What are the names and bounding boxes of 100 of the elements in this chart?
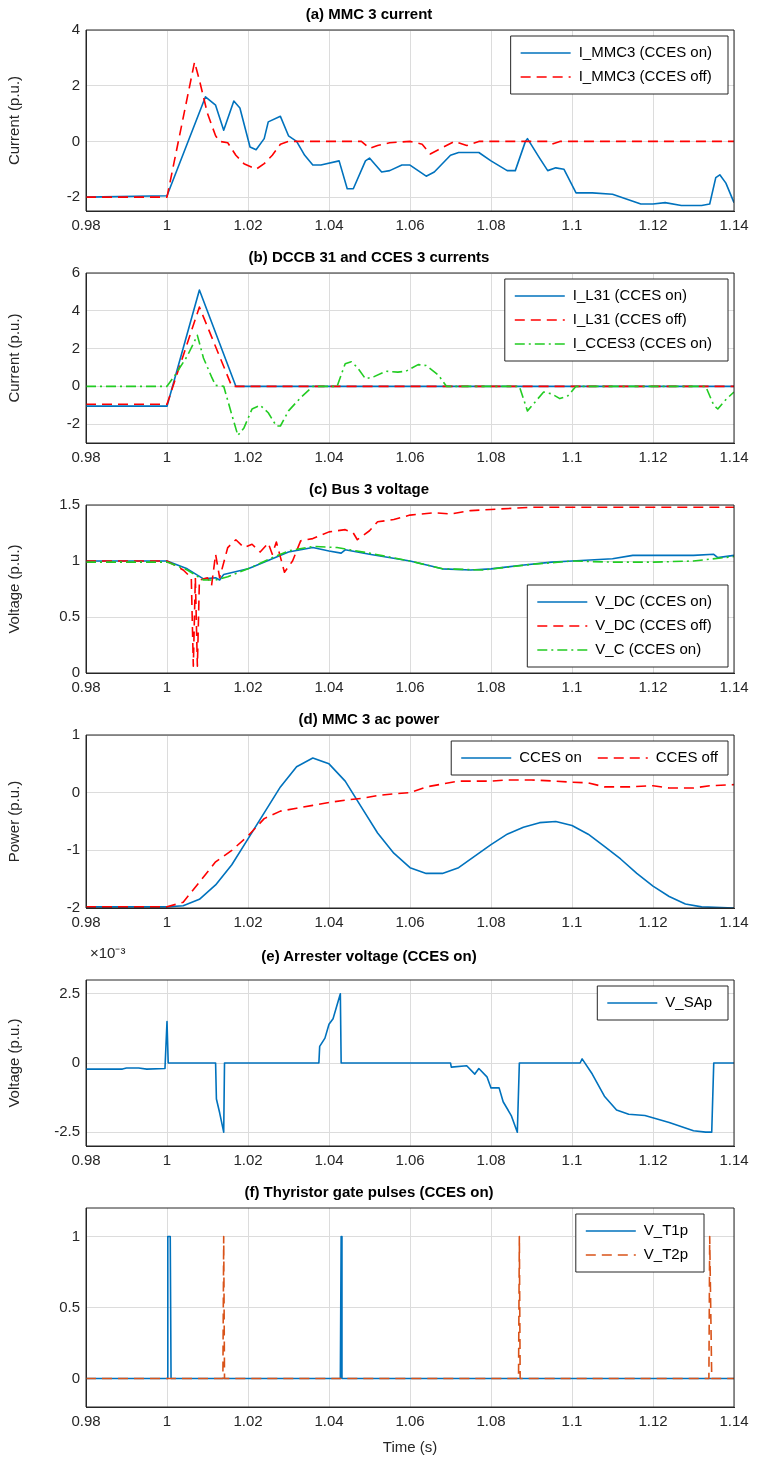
x-tick-label: 1.08 bbox=[476, 913, 506, 931]
y-tick-label: 0.5 bbox=[59, 1297, 80, 1315]
legend-label: V_DC (CCES off) bbox=[595, 616, 712, 634]
x-tick-label: 1.1 bbox=[561, 678, 583, 696]
y-tick-label: 0 bbox=[71, 131, 80, 149]
x-tick-label: 1.04 bbox=[314, 913, 344, 931]
y-tick-label: 6 bbox=[71, 263, 80, 281]
x-tick-label: 1.08 bbox=[476, 1412, 506, 1430]
x-tick-label: 1.02 bbox=[233, 1151, 263, 1169]
y-tick-label: -2 bbox=[66, 898, 80, 916]
legend-label: CCES on bbox=[519, 748, 582, 766]
y-tick-label: 1 bbox=[71, 725, 80, 743]
x-tick-label: 1.12 bbox=[638, 1151, 668, 1169]
x-tick-label: 1.06 bbox=[395, 448, 425, 466]
x-tick-label: 1.06 bbox=[395, 216, 425, 234]
chart-title: (b) DCCB 31 and CCES 3 currents bbox=[248, 248, 490, 266]
x-tick-label: 0.98 bbox=[71, 913, 101, 931]
legend-label: I_L31 (CCES off) bbox=[572, 310, 687, 328]
x-tick-label: 1.02 bbox=[233, 678, 263, 696]
y-tick-label: 4 bbox=[71, 20, 80, 38]
x-tick-label: 1.02 bbox=[233, 913, 263, 931]
x-tick-label: 1.04 bbox=[314, 1151, 344, 1169]
legend-label: V_DC (CCES on) bbox=[595, 592, 713, 610]
x-tick-label: 1.14 bbox=[719, 216, 749, 234]
y-axis-title: Power (p.u.) bbox=[5, 780, 23, 863]
y-tick-label: 1 bbox=[71, 551, 80, 569]
x-tick-label: 0.98 bbox=[71, 216, 101, 234]
x-axis-title: Time (s) bbox=[382, 1438, 438, 1456]
x-tick-label: 1 bbox=[162, 913, 172, 931]
x-tick-label: 1.06 bbox=[395, 1412, 425, 1430]
chart-title: (a) MMC 3 current bbox=[305, 5, 433, 23]
x-tick-label: 0.98 bbox=[71, 448, 101, 466]
x-tick-label: 1.04 bbox=[314, 216, 344, 234]
x-tick-label: 1 bbox=[162, 216, 172, 234]
x-tick-label: 1.1 bbox=[561, 448, 583, 466]
y-tick-label: 0 bbox=[71, 1368, 80, 1386]
x-tick-label: 1 bbox=[162, 1412, 172, 1430]
y-tick-label: 0 bbox=[71, 663, 80, 681]
y-axis-title: Current (p.u.) bbox=[5, 313, 23, 403]
x-tick-label: 1.1 bbox=[561, 1412, 583, 1430]
x-tick-label: 1.04 bbox=[314, 678, 344, 696]
x-tick-label: 1.06 bbox=[395, 678, 425, 696]
x-tick-label: 1.12 bbox=[638, 678, 668, 696]
legend-label: V_SAp bbox=[665, 993, 712, 1011]
y-axis-title: Current (p.u.) bbox=[5, 75, 23, 166]
y-tick-label: 1 bbox=[71, 1226, 80, 1244]
y-tick-label: 0 bbox=[71, 1053, 80, 1071]
chart-title: (f) Thyristor gate pulses (CCES on) bbox=[244, 1183, 494, 1201]
y-tick-label: 2.5 bbox=[59, 983, 80, 1001]
x-tick-label: 1.1 bbox=[561, 1151, 583, 1169]
x-tick-label: 1.14 bbox=[719, 678, 749, 696]
x-tick-label: 1.04 bbox=[314, 1412, 344, 1430]
x-tick-label: 1 bbox=[162, 448, 172, 466]
line-series bbox=[86, 334, 734, 437]
chart-title: (c) Bus 3 voltage bbox=[308, 480, 430, 498]
x-tick-label: 1.06 bbox=[395, 1151, 425, 1169]
legend-label: I_L31 (CCES on) bbox=[572, 286, 688, 304]
x-tick-label: 1.02 bbox=[233, 216, 263, 234]
legend-label: V_T1p bbox=[643, 1221, 689, 1239]
x-tick-label: 1.08 bbox=[476, 448, 506, 466]
x-tick-label: 1 bbox=[162, 1151, 172, 1169]
x-tick-label: 1.14 bbox=[719, 1412, 749, 1430]
y-tick-label: 4 bbox=[71, 300, 80, 318]
legend-label: V_T2p bbox=[643, 1245, 689, 1263]
x-tick-label: 1.14 bbox=[719, 448, 749, 466]
y-tick-label: -2.5 bbox=[54, 1122, 80, 1140]
x-tick-label: 1.14 bbox=[719, 1151, 749, 1169]
y-tick-label: -2 bbox=[66, 187, 80, 205]
x-tick-label: 1.02 bbox=[233, 448, 263, 466]
x-tick-label: 1.08 bbox=[476, 1151, 506, 1169]
text: ×10⁻³ bbox=[90, 944, 126, 962]
x-tick-label: 1.02 bbox=[233, 1412, 263, 1430]
y-axis-title: Voltage (p.u.) bbox=[5, 544, 23, 634]
x-tick-label: 1.08 bbox=[476, 678, 506, 696]
x-tick-label: 0.98 bbox=[71, 1151, 101, 1169]
x-tick-label: 1.08 bbox=[476, 216, 506, 234]
y-tick-label: 0.5 bbox=[59, 607, 80, 625]
y-tick-label: -1 bbox=[66, 840, 80, 858]
legend-label: V_C (CCES on) bbox=[595, 640, 702, 658]
x-tick-label: 1.12 bbox=[638, 448, 668, 466]
legend-label: I_MMC3 (CCES off) bbox=[578, 67, 712, 85]
x-tick-label: 1.12 bbox=[638, 1412, 668, 1430]
legend-label: I_CCES3 (CCES on) bbox=[572, 334, 713, 352]
x-tick-label: 0.98 bbox=[71, 678, 101, 696]
x-tick-label: 1.12 bbox=[638, 216, 668, 234]
x-tick-label: 1.1 bbox=[561, 913, 583, 931]
y-axis-title: Voltage (p.u.) bbox=[5, 1018, 23, 1108]
x-tick-label: 1.1 bbox=[561, 216, 583, 234]
x-tick-label: 1.14 bbox=[719, 913, 749, 931]
line-series bbox=[86, 61, 734, 198]
chart-title: (e) Arrester voltage (CCES on) bbox=[261, 947, 477, 965]
y-tick-label: -2 bbox=[66, 414, 80, 432]
y-tick-label: 0 bbox=[71, 782, 80, 800]
y-tick-label: 2 bbox=[71, 75, 80, 93]
chart-title: (d) MMC 3 ac power bbox=[298, 710, 440, 728]
legend-label: CCES off bbox=[655, 748, 719, 766]
x-tick-label: 1.12 bbox=[638, 913, 668, 931]
x-tick-label: 1.06 bbox=[395, 913, 425, 931]
x-tick-label: 1.04 bbox=[314, 448, 344, 466]
legend-label: I_MMC3 (CCES on) bbox=[578, 43, 712, 61]
